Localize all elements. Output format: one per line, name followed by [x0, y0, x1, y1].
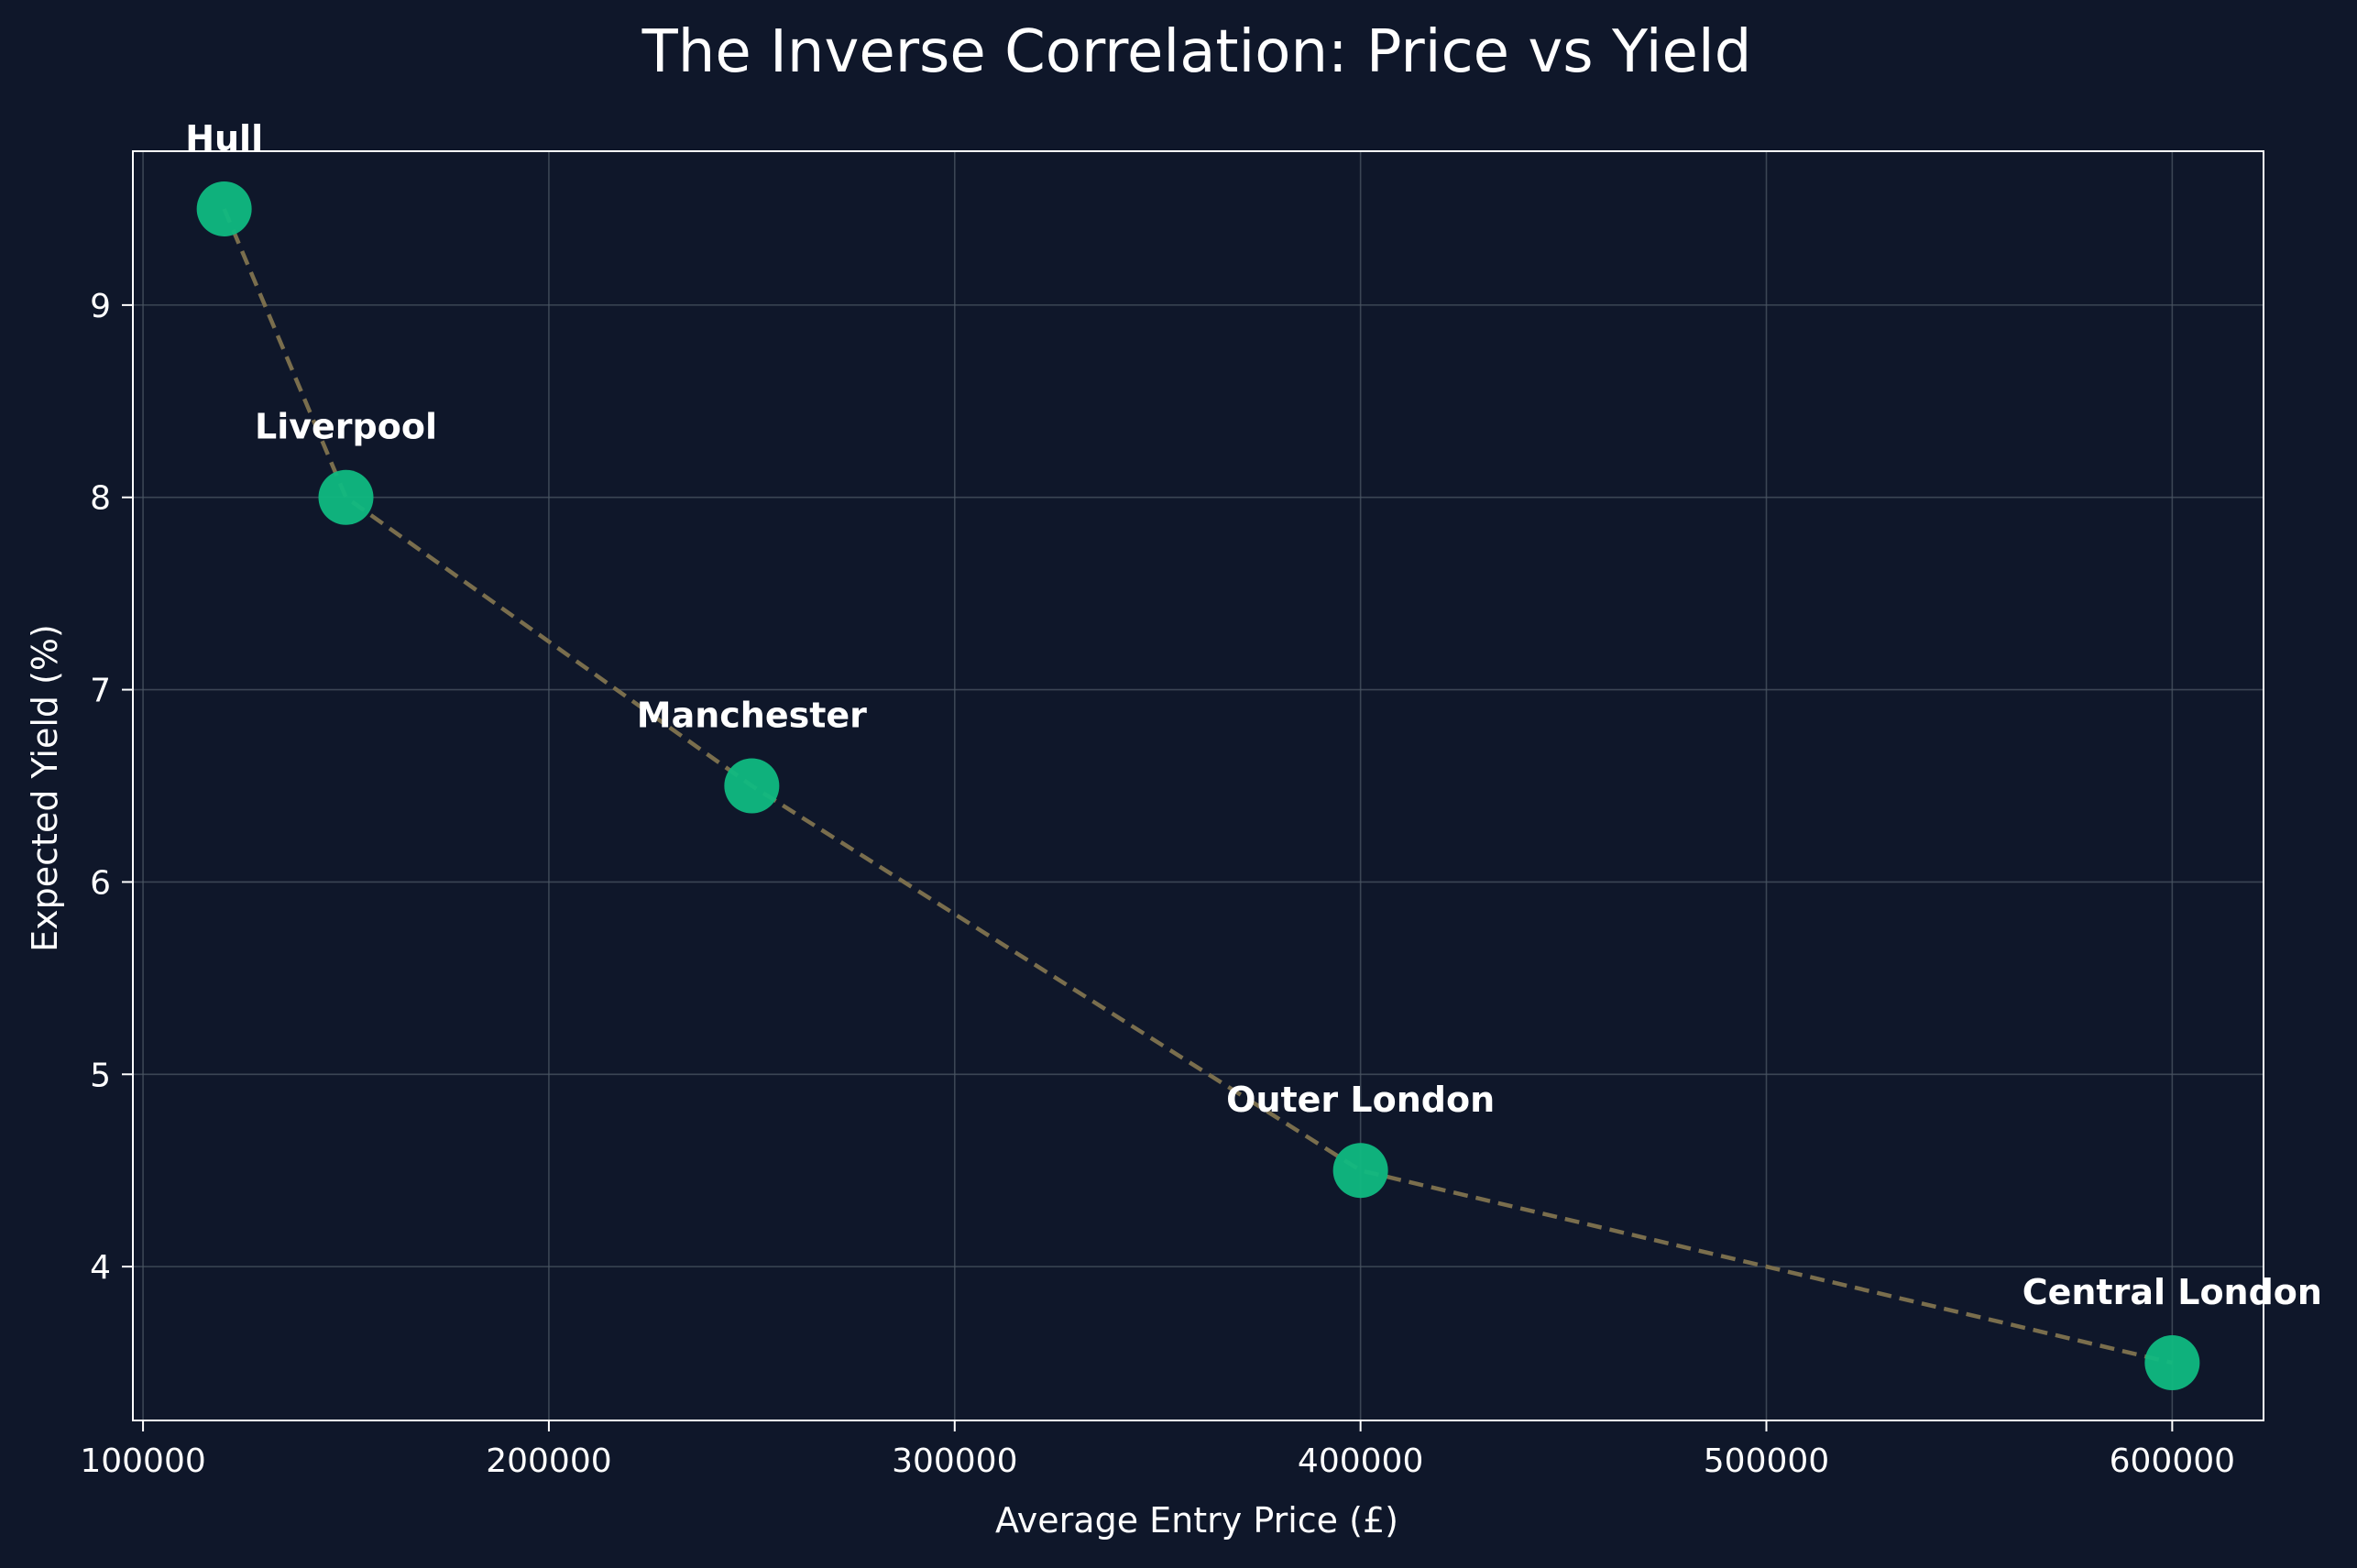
data-point	[318, 469, 374, 525]
x-tick-label: 300000	[892, 1442, 1017, 1480]
y-tick-label: 8	[90, 480, 111, 518]
point-label: Central London	[2023, 1272, 2322, 1312]
data-point	[1332, 1143, 1388, 1199]
y-axis-label: Expected Yield (%)	[25, 624, 65, 952]
x-tick-label: 600000	[2110, 1442, 2235, 1480]
x-tick-label: 500000	[1704, 1442, 1829, 1480]
y-tick-label: 7	[90, 673, 111, 710]
plot-frame	[132, 150, 2264, 1421]
point-label: Liverpool	[255, 407, 437, 447]
x-axis-label: Average Entry Price (£)	[995, 1500, 1398, 1541]
point-label: Hull	[185, 118, 263, 159]
data-points	[196, 181, 2200, 1391]
data-point	[2144, 1335, 2200, 1391]
x-tick-label: 400000	[1298, 1442, 1423, 1480]
point-label: Manchester	[637, 696, 867, 736]
grid-lines	[133, 151, 2264, 1420]
y-tick-label: 9	[90, 288, 111, 325]
point-label: Outer London	[1226, 1080, 1495, 1120]
axis-ticks: 100000 200000 300000 400000 500000 600000 4 5 6 7…	[80, 288, 2235, 1480]
data-point	[196, 181, 252, 236]
y-tick-label: 5	[90, 1057, 111, 1094]
chart-title: The Inverse Correlation: Price vs Yield	[641, 18, 1752, 86]
y-tick-label: 6	[90, 864, 111, 902]
x-tick-label: 200000	[486, 1442, 611, 1480]
data-point	[724, 758, 780, 814]
x-tick-label: 100000	[80, 1442, 205, 1480]
y-tick-label: 4	[90, 1249, 111, 1287]
